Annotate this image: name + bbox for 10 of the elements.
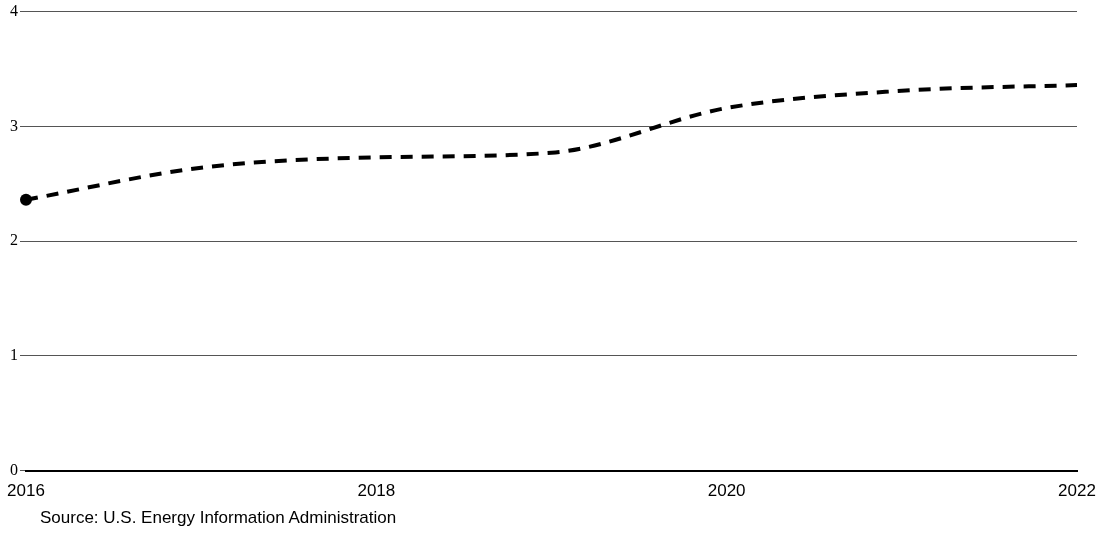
y-tick-label: 3 xyxy=(10,116,18,134)
x-tick-label: 2022 xyxy=(1058,481,1096,501)
x-tick-label: 2016 xyxy=(7,481,45,501)
x-tick-label: 2018 xyxy=(357,481,396,501)
source-note: Source: U.S. Energy Information Administration xyxy=(40,508,397,528)
x-tick-label: 2020 xyxy=(707,481,746,501)
y-tick-label: 1 xyxy=(10,346,18,364)
y-tick-label: 2 xyxy=(10,231,18,249)
y-tick-label: 0 xyxy=(10,460,18,478)
y-tick-label: 4 xyxy=(10,1,18,19)
